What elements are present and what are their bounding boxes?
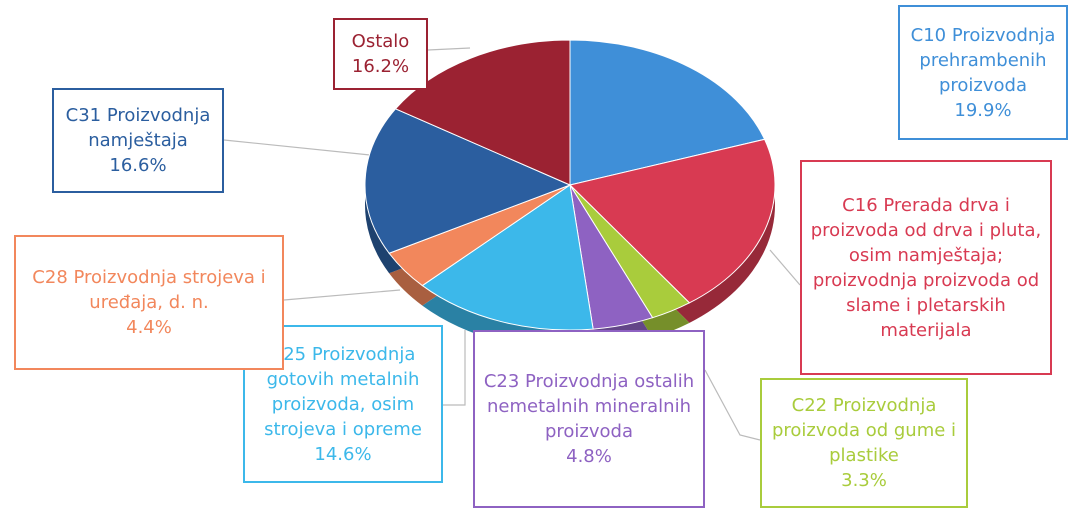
category-label: C23 Proizvodnja ostalih nemetalnih miner… [483,371,695,442]
leader-line [223,139,371,156]
data-label-box: C31 Proizvodnja namještaja 16.6% [52,88,224,193]
leader-line [427,47,471,51]
data-label-box: C28 Proizvodnja strojeva i uređaja, d. n… [14,235,284,370]
pie-slice [364,108,572,254]
value-label: 14.6% [314,443,372,465]
category-label: C28 Proizvodnja strojeva i uređaja, d. n… [32,267,266,313]
value-label: 4.8% [566,446,612,467]
value-label: 3.3% [841,470,887,491]
category-label: C31 Proizvodnja namještaja [65,105,211,151]
category-label: C22 Proizvodnja proizvoda od gume i plas… [771,395,957,466]
value-label: 19.9% [954,99,1012,121]
value-label: 16.2% [351,56,410,77]
category-label: C16 Prerada drva i proizvoda od drva i p… [810,194,1042,341]
value-label: 16.6% [109,155,167,176]
data-label-box: C22 Proizvodnja proizvoda od gume i plas… [760,378,968,508]
value-label: 4.4% [126,317,172,338]
category-label: Ostalo [351,31,410,52]
pie-slice [421,184,594,331]
data-label-box: C16 Prerada drva i proizvoda od drva i p… [800,160,1052,375]
leader-lines [223,47,801,441]
pie-slice [569,138,776,304]
pie-slice [569,39,766,186]
leader-line [283,289,401,301]
leader-line [769,249,801,286]
data-label-box: C23 Proizvodnja ostalih nemetalnih miner… [473,330,705,508]
category-label: C10 Proizvodnja prehrambenih proizvoda [910,24,1056,96]
leader-line [443,330,466,406]
pie-slice [394,39,571,186]
data-label-box: Ostalo 16.2% [333,18,428,90]
category-label: C25 Proizvodnja gotovih metalnih proizvo… [264,343,422,440]
leader-line [704,369,761,441]
data-label-box: C10 Proizvodnja prehrambenih proizvoda 19… [898,5,1068,140]
